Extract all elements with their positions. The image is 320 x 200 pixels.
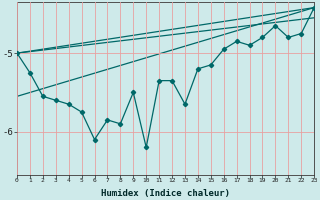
X-axis label: Humidex (Indice chaleur): Humidex (Indice chaleur) — [101, 189, 230, 198]
